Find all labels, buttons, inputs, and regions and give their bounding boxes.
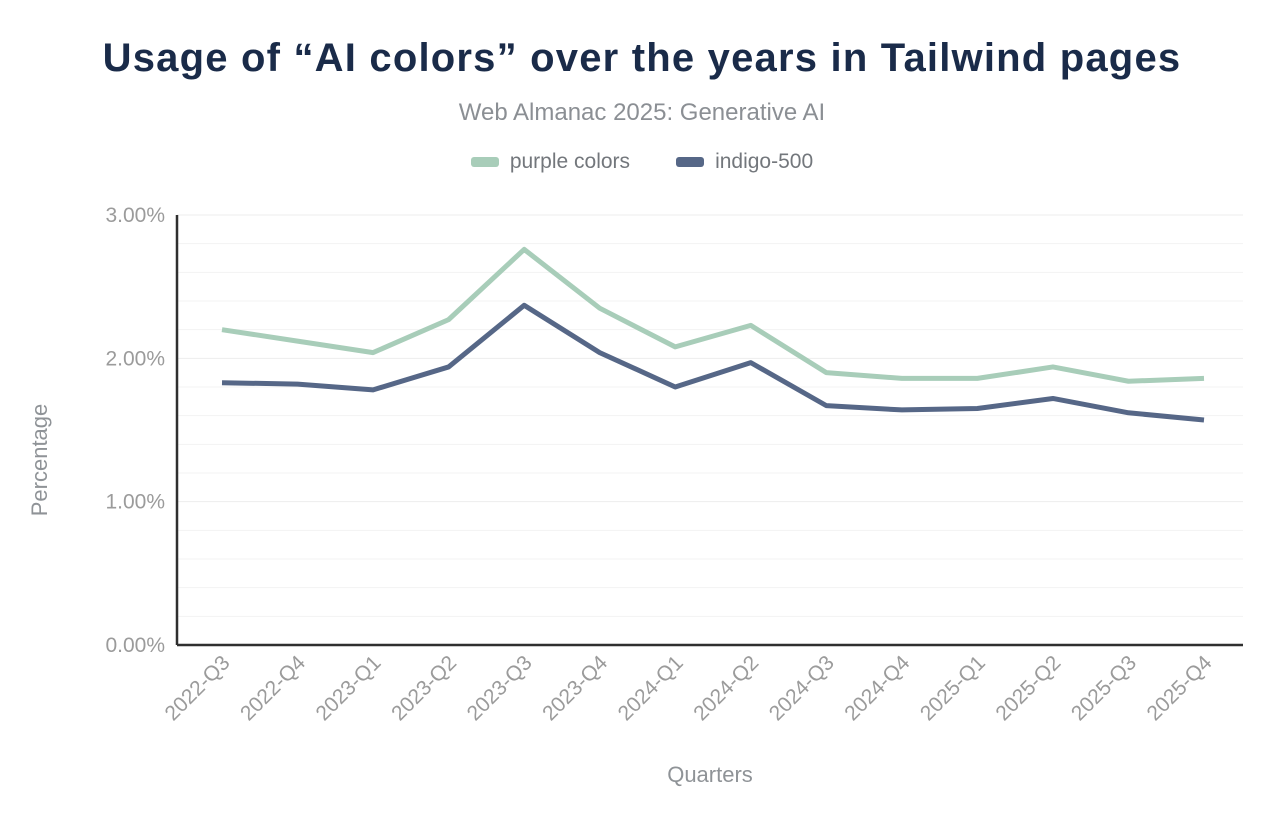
legend-item-indigo-500[interactable]: indigo-500	[676, 150, 813, 174]
x-tick-label: 2025-Q2	[991, 651, 1065, 725]
x-tick-label: 2025-Q3	[1067, 651, 1141, 725]
x-tick-label: 2025-Q4	[1142, 651, 1216, 725]
series-line-purple-colors	[221, 246, 1205, 384]
legend-swatch-purple-colors	[470, 157, 499, 167]
y-tick-label: 0.00%	[105, 634, 165, 657]
series-line-indigo-500	[221, 302, 1205, 423]
x-tick-label: 2023-Q4	[538, 651, 612, 725]
x-tick-label: 2023-Q2	[387, 651, 461, 725]
x-tick-label: 2022-Q4	[236, 651, 310, 725]
legend-label-indigo-500: indigo-500	[715, 150, 814, 173]
y-tick-label: 1.00%	[105, 491, 165, 514]
chart-subtitle: Web Almanac 2025: Generative AI	[458, 99, 826, 126]
legend-swatch-indigo-500	[676, 157, 705, 167]
y-axis-title: Percentage	[27, 404, 52, 517]
x-tick-label: 2023-Q3	[463, 651, 537, 725]
x-tick-label: 2022-Q3	[160, 651, 234, 725]
x-tick-label: 2023-Q1	[312, 651, 386, 725]
legend: purple colors indigo-500	[0, 150, 1284, 174]
chart-title: Usage of “AI colors” over the years in T…	[102, 36, 1182, 80]
y-tick-label: 3.00%	[105, 204, 165, 227]
x-axis-title: Quarters	[667, 762, 753, 787]
legend-label-purple-colors: purple colors	[509, 150, 631, 173]
x-tick-label: 2024-Q2	[689, 651, 763, 725]
legend-item-purple-colors[interactable]: purple colors	[470, 150, 631, 174]
x-tick-label: 2024-Q4	[840, 651, 914, 725]
y-tick-label: 2.00%	[105, 347, 165, 370]
x-tick-label: 2024-Q3	[765, 651, 839, 725]
x-tick-label: 2024-Q1	[614, 651, 688, 725]
x-tick-label: 2025-Q1	[916, 651, 990, 725]
